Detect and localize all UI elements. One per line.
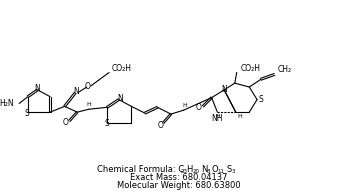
Text: Molecular Weight: 680.63800: Molecular Weight: 680.63800 [117,181,240,190]
Text: CO₂H: CO₂H [240,64,260,73]
Text: N: N [201,165,207,174]
Text: O: O [63,118,69,127]
Text: N: N [35,84,40,94]
Text: H: H [86,102,91,107]
Text: Exact Mass: 680.04137: Exact Mass: 680.04137 [130,173,227,182]
Text: S: S [25,109,29,118]
Text: H: H [215,114,220,120]
Text: CO₂H: CO₂H [112,64,132,73]
Text: S: S [258,95,263,104]
Text: S: S [105,119,110,128]
Text: S: S [226,165,231,174]
Text: H₂N: H₂N [0,99,14,108]
Text: O: O [195,103,201,112]
Text: 20: 20 [192,169,199,174]
Text: 23: 23 [181,169,188,174]
Text: 8: 8 [207,169,210,174]
Text: NH: NH [212,114,223,123]
Text: H: H [182,103,187,108]
Text: N: N [73,87,79,96]
Text: H: H [186,165,193,174]
Text: 11: 11 [217,169,225,174]
Text: O: O [212,165,218,174]
Text: Chemical Formula: C: Chemical Formula: C [97,165,184,174]
Text: H: H [237,114,242,120]
Text: N: N [117,94,122,103]
Text: CH₂: CH₂ [278,65,292,74]
Text: 3: 3 [232,169,235,174]
Text: O: O [85,81,91,91]
Text: N: N [221,85,227,94]
Text: O: O [157,121,163,130]
